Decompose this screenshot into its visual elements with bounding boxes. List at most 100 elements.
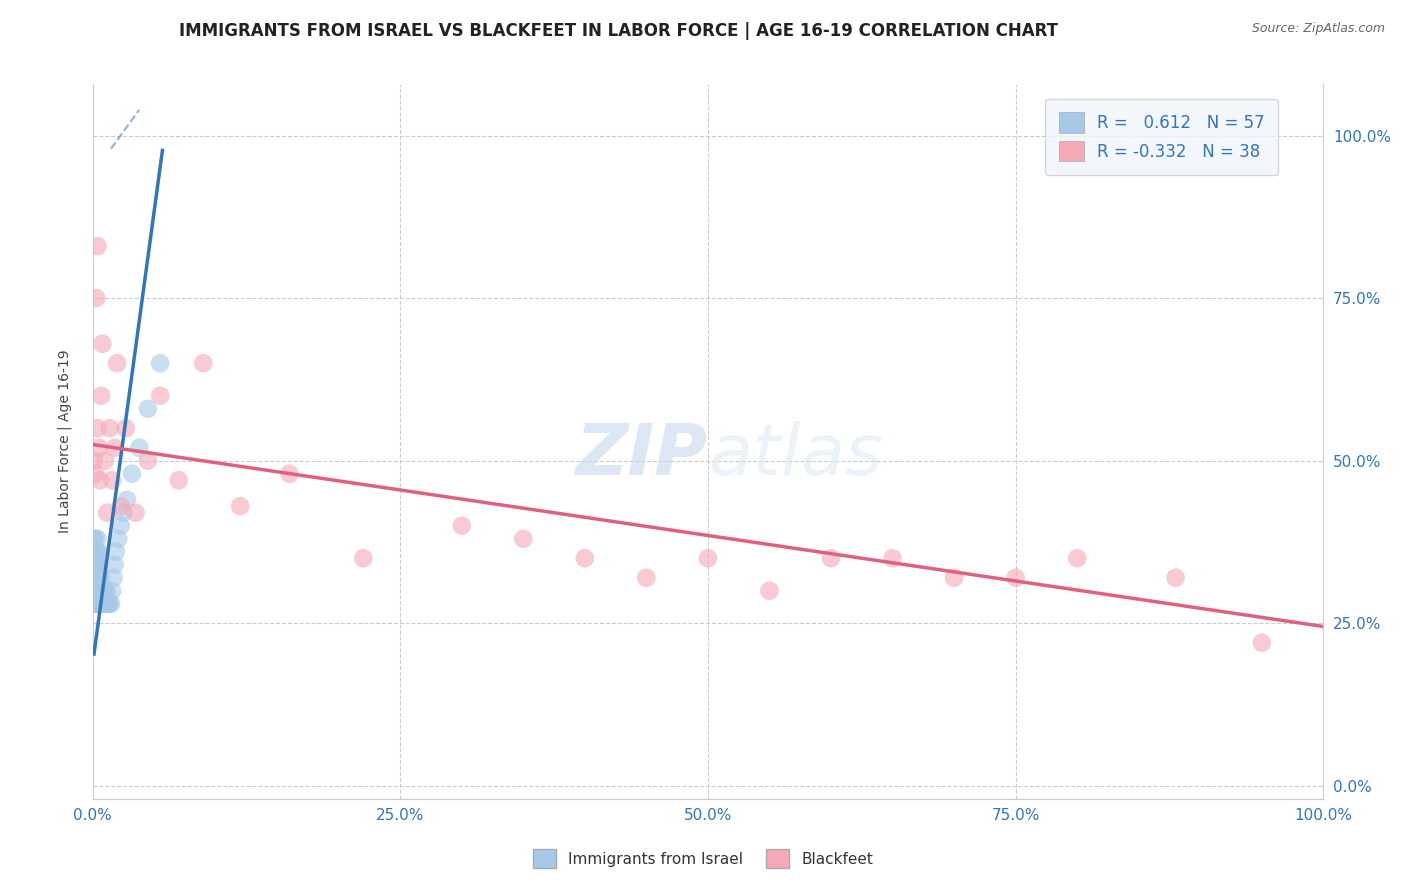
Point xyxy=(87,583,110,598)
Point xyxy=(84,583,107,598)
Point xyxy=(94,454,117,468)
Point xyxy=(84,597,107,611)
Point xyxy=(820,551,842,566)
Point xyxy=(943,571,966,585)
Point xyxy=(93,597,115,611)
Point xyxy=(758,583,780,598)
Point xyxy=(278,467,301,481)
Point xyxy=(94,597,117,611)
Point xyxy=(149,356,172,370)
Point xyxy=(101,583,124,598)
Point xyxy=(136,454,159,468)
Point xyxy=(104,558,127,572)
Point xyxy=(112,506,135,520)
Point xyxy=(86,583,108,598)
Point xyxy=(90,583,112,598)
Point xyxy=(90,597,112,611)
Point xyxy=(94,583,117,598)
Point xyxy=(84,545,107,559)
Point xyxy=(83,571,105,585)
Point xyxy=(94,583,117,598)
Point xyxy=(124,506,146,520)
Point xyxy=(86,597,108,611)
Point xyxy=(352,551,374,566)
Point xyxy=(86,545,108,559)
Point xyxy=(84,583,107,598)
Point xyxy=(89,473,111,487)
Point xyxy=(574,551,596,566)
Point xyxy=(84,558,107,572)
Point xyxy=(1250,636,1272,650)
Point xyxy=(83,454,105,468)
Point xyxy=(450,518,472,533)
Point xyxy=(101,473,124,487)
Point xyxy=(96,506,118,520)
Point xyxy=(86,239,108,253)
Text: Source: ZipAtlas.com: Source: ZipAtlas.com xyxy=(1251,22,1385,36)
Point xyxy=(128,441,150,455)
Point xyxy=(1004,571,1026,585)
Point xyxy=(91,583,114,598)
Point xyxy=(90,389,112,403)
Point xyxy=(89,597,111,611)
Point xyxy=(1066,551,1088,566)
Text: atlas: atlas xyxy=(707,421,883,490)
Legend: Immigrants from Israel, Blackfeet: Immigrants from Israel, Blackfeet xyxy=(526,841,880,875)
Point xyxy=(114,421,136,435)
Point xyxy=(136,401,159,416)
Point xyxy=(93,583,115,598)
Point xyxy=(193,356,215,370)
Point xyxy=(121,467,143,481)
Point xyxy=(98,421,121,435)
Point xyxy=(84,467,107,481)
Point xyxy=(104,545,127,559)
Point xyxy=(87,571,110,585)
Point xyxy=(90,571,112,585)
Point xyxy=(105,356,128,370)
Point xyxy=(98,597,121,611)
Point xyxy=(86,532,108,546)
Point xyxy=(86,571,108,585)
Point xyxy=(110,500,132,514)
Point xyxy=(97,597,120,611)
Point xyxy=(91,336,114,351)
Point xyxy=(636,571,658,585)
Point xyxy=(84,291,107,305)
Point xyxy=(84,571,107,585)
Point xyxy=(86,558,108,572)
Point xyxy=(104,441,127,455)
Point xyxy=(84,571,107,585)
Point xyxy=(87,597,110,611)
Y-axis label: In Labor Force | Age 16-19: In Labor Force | Age 16-19 xyxy=(58,350,72,533)
Point xyxy=(87,441,110,455)
Point xyxy=(84,532,107,546)
Point xyxy=(107,532,129,546)
Text: IMMIGRANTS FROM ISRAEL VS BLACKFEET IN LABOR FORCE | AGE 16-19 CORRELATION CHART: IMMIGRANTS FROM ISRAEL VS BLACKFEET IN L… xyxy=(179,22,1059,40)
Point xyxy=(87,558,110,572)
Point xyxy=(115,492,138,507)
Point xyxy=(696,551,718,566)
Point xyxy=(94,597,117,611)
Point xyxy=(83,583,105,598)
Point xyxy=(89,583,111,598)
Point xyxy=(229,500,252,514)
Point xyxy=(1164,571,1187,585)
Legend: R =   0.612   N = 57, R = -0.332   N = 38: R = 0.612 N = 57, R = -0.332 N = 38 xyxy=(1046,99,1278,175)
Point xyxy=(512,532,534,546)
Point xyxy=(86,421,108,435)
Point xyxy=(91,597,114,611)
Point xyxy=(110,518,132,533)
Point xyxy=(96,597,118,611)
Point xyxy=(149,389,172,403)
Point xyxy=(103,571,125,585)
Point xyxy=(167,473,190,487)
Point xyxy=(84,597,107,611)
Point xyxy=(100,597,122,611)
Point xyxy=(84,545,107,559)
Point xyxy=(83,558,105,572)
Point xyxy=(83,532,105,546)
Text: ZIP: ZIP xyxy=(575,421,707,490)
Point xyxy=(89,571,111,585)
Point xyxy=(83,545,105,559)
Point xyxy=(882,551,904,566)
